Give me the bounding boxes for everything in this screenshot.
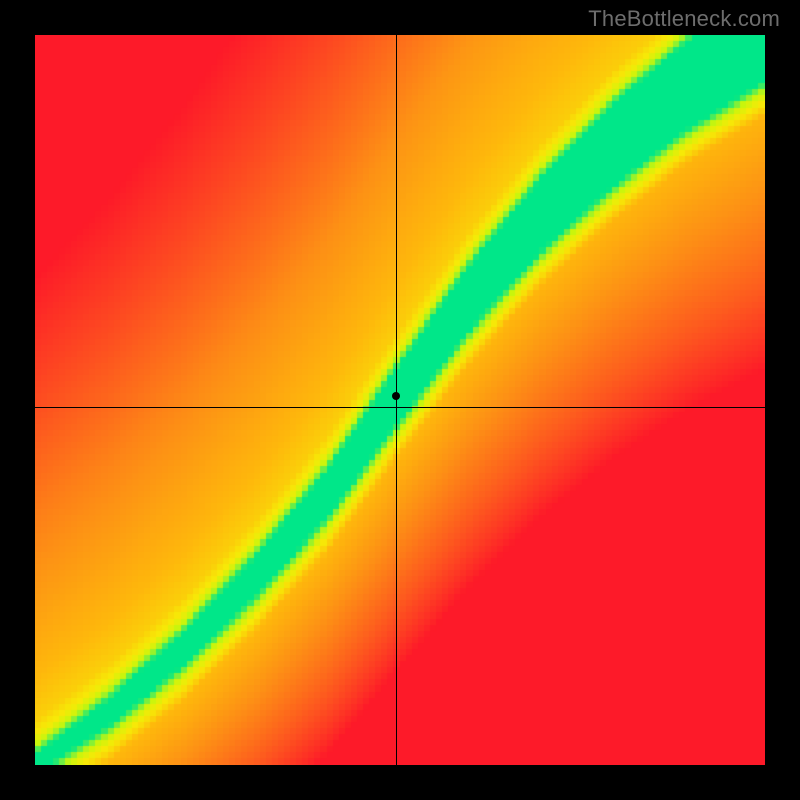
chart-container: TheBottleneck.com bbox=[0, 0, 800, 800]
crosshair-horizontal bbox=[35, 407, 765, 408]
plot-area bbox=[35, 35, 765, 765]
heatmap-canvas bbox=[35, 35, 765, 765]
marker-dot bbox=[392, 392, 400, 400]
watermark-text: TheBottleneck.com bbox=[588, 6, 780, 32]
